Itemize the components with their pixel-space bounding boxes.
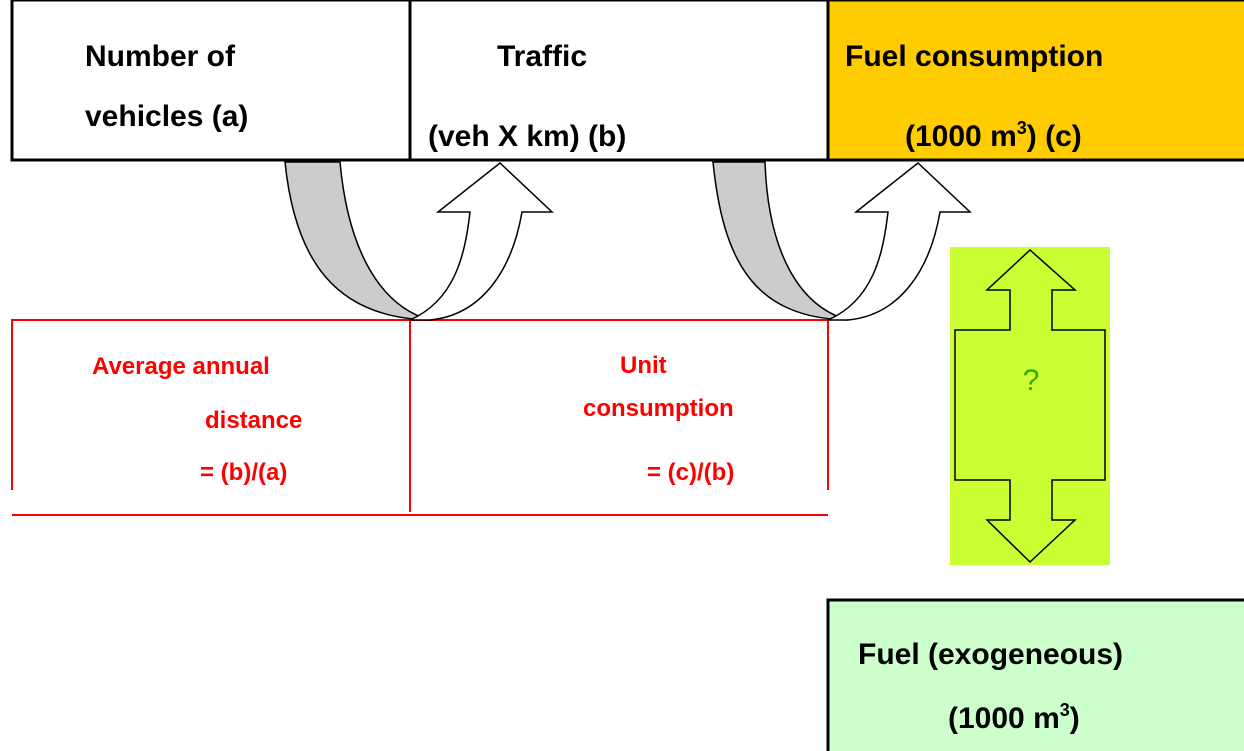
box-text: Fuel consumption [845,40,1103,73]
ratio-text: = (c)/(b) [647,459,734,486]
box-text: Number of [85,40,236,73]
text: ) [1070,702,1080,735]
question-mark: ? [1023,364,1040,397]
text: ) (c) [1027,120,1082,153]
box-traffic [408,0,830,162]
arrow-down [712,161,849,321]
box-text: Fuel (exogeneous) [858,638,1123,671]
superscript: 3 [1017,118,1027,138]
ratio-text: = (b)/(a) [200,459,287,486]
box-fuel [826,0,1244,162]
ratio-text: distance [205,407,302,434]
ratio-text: consumption [583,395,734,422]
flow-arrows [284,161,972,321]
box-text: (1000 m3) (c) [905,118,1082,153]
box-text: Traffic [497,40,587,73]
ratio-text: Unit [620,352,667,379]
box-text: (veh X km) (b) [428,120,626,153]
box-text: vehicles (a) [85,100,248,133]
double-arrow [954,248,1106,564]
text: (1000 m [905,120,1017,153]
text: (1000 m [948,702,1060,735]
comparison-bg [950,247,1110,565]
arrow-up [409,162,554,321]
ratio-text: Average annual [92,353,270,380]
superscript: 3 [1060,700,1070,720]
box-exogenous [826,598,1244,751]
box-text: (1000 m3) [948,700,1080,735]
box-vehicles [10,0,412,162]
arrow-up [827,162,972,321]
arrow-down [284,161,431,321]
